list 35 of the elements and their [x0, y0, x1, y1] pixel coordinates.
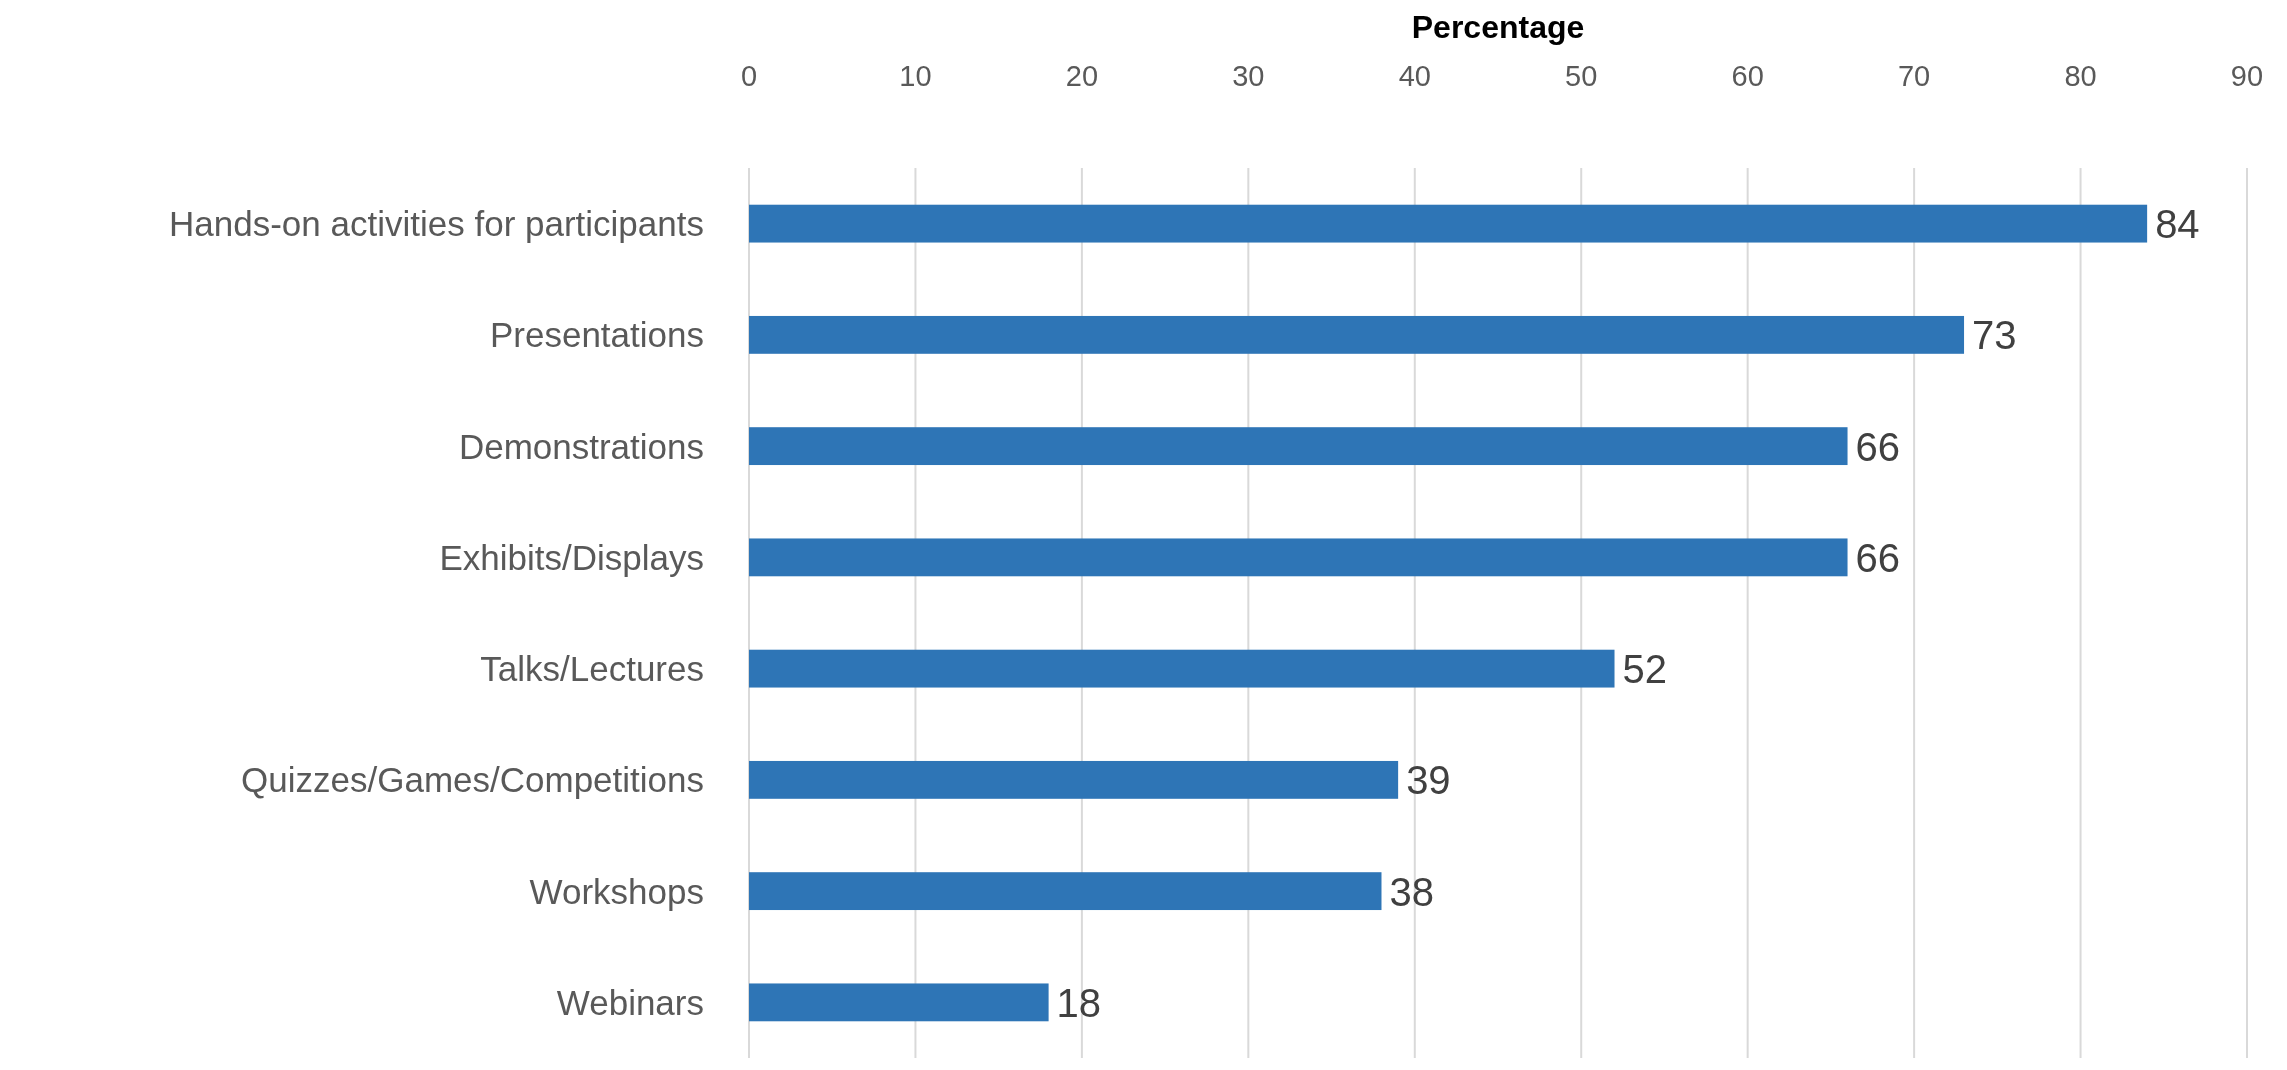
y-tick-label: Hands-on activities for participants [169, 204, 704, 244]
y-tick-label: Presentations [489, 315, 704, 355]
data-label: 52 [1622, 647, 1668, 692]
x-tick-label: 80 [2064, 60, 2097, 92]
bar [749, 983, 1049, 1022]
data-label: 66 [1855, 424, 1901, 469]
x-axis-title: Percentage [1411, 9, 1585, 45]
bar [749, 649, 1615, 688]
data-label: 84 [2155, 202, 2200, 247]
y-tick-label: Quizzes/Games/Competitions [241, 760, 704, 800]
x-tick-label: 10 [899, 60, 932, 92]
data-label: 39 [1406, 758, 1451, 803]
data-label: 73 [1972, 313, 2017, 358]
data-label: 38 [1389, 869, 1434, 914]
bar [749, 204, 2148, 243]
x-tick-label: 40 [1398, 60, 1431, 92]
y-tick-label: Talks/Lectures [480, 649, 704, 689]
y-tick-label: Exhibits/Displays [439, 537, 704, 577]
x-tick-label: 60 [1731, 60, 1764, 92]
y-tick-label: Demonstrations [458, 426, 704, 466]
y-tick-label: Webinars [556, 982, 704, 1022]
bar [749, 315, 1965, 354]
bar [749, 760, 1399, 799]
x-tick-label: 90 [2230, 60, 2264, 92]
x-tick-label: 30 [1232, 60, 1265, 92]
bar [749, 872, 1382, 911]
x-tick-label: 70 [1897, 60, 1931, 92]
x-tick-label: 0 [740, 60, 758, 92]
x-tick-label: 50 [1565, 60, 1598, 92]
bar [749, 427, 1848, 466]
x-tick-label: 20 [1065, 60, 1099, 92]
data-label: 18 [1056, 980, 1102, 1025]
y-tick-label: Workshops [529, 871, 704, 911]
data-label: 66 [1855, 535, 1901, 580]
bar [749, 538, 1848, 577]
